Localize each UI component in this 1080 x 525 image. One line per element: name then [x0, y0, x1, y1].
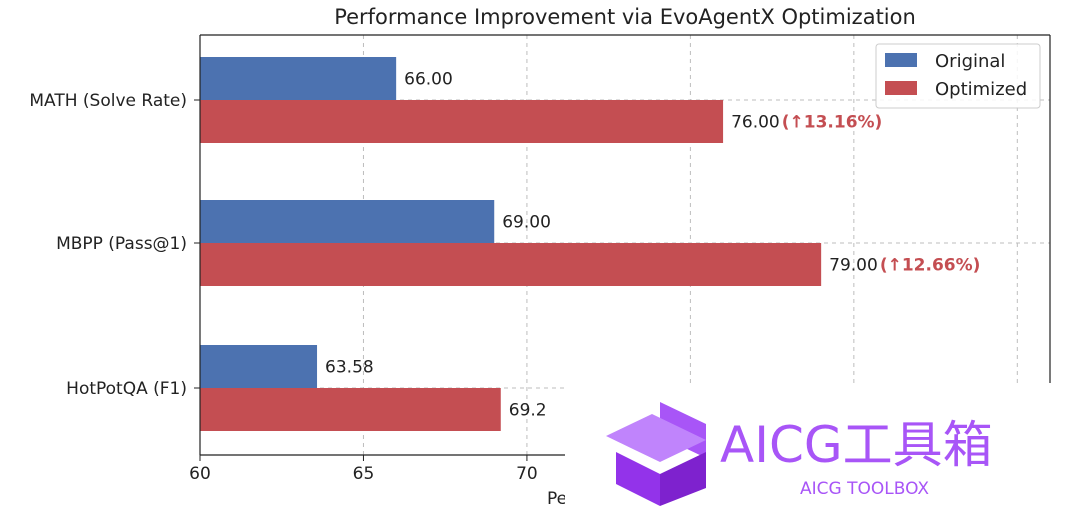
- bar-original: [200, 200, 495, 243]
- legend-label-optimized: Optimized: [935, 79, 1027, 100]
- improvement-label: (↑12.66%): [880, 256, 981, 276]
- bar-original: [200, 345, 318, 388]
- legend-swatch-original: [885, 53, 917, 67]
- y-tick-label: HotPotQA (F1): [66, 379, 187, 399]
- bar-value-label: 69.00: [502, 213, 551, 233]
- y-tick-label: MBPP (Pass@1): [56, 234, 187, 254]
- x-tick-label: 60: [189, 464, 211, 484]
- watermark-subtitle: AICG TOOLBOX: [800, 479, 929, 499]
- bar-value-label: 66.00: [404, 70, 453, 90]
- legend-swatch-optimized: [885, 81, 917, 95]
- bar-original: [200, 57, 397, 100]
- y-tick-label: MATH (Solve Rate): [29, 91, 187, 111]
- chart-title: Performance Improvement via EvoAgentX Op…: [334, 5, 916, 29]
- bar-value-label: 69.2: [509, 401, 547, 421]
- value-labels: 66.00 76.00 (↑13.16%) 69.00 79.00 (↑12.66%) 63…: [325, 70, 980, 421]
- aicg-logo-icon: [606, 402, 706, 506]
- x-axis-label: Pe: [547, 489, 567, 509]
- bar-value-label: 76.00: [731, 113, 780, 133]
- x-tick-label: 65: [353, 464, 375, 484]
- watermark-brand: AICG工具箱: [720, 416, 993, 474]
- bar-optimized: [200, 100, 724, 143]
- bars: [200, 57, 822, 431]
- bar-value-label: 79.00: [829, 256, 878, 276]
- legend: Original Optimized: [875, 43, 1041, 109]
- legend-label-original: Original: [935, 51, 1005, 72]
- watermark: AICG工具箱 AICG TOOLBOX: [565, 383, 1080, 521]
- bar-optimized: [200, 243, 822, 286]
- x-tick-label: 70: [516, 464, 538, 484]
- bar-optimized: [200, 388, 501, 431]
- improvement-label: (↑13.16%): [782, 113, 883, 133]
- bar-value-label: 63.58: [325, 358, 374, 378]
